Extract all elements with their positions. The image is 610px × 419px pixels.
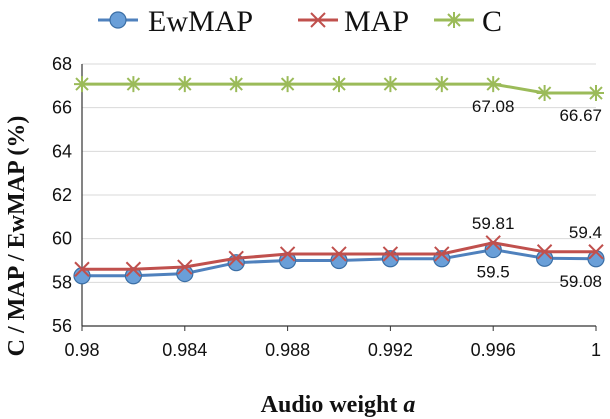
x-tick-label: 1	[591, 340, 601, 360]
x-tick-label: 0.988	[265, 340, 310, 360]
data-point-map	[536, 244, 553, 260]
data-point-c	[228, 76, 245, 93]
chart-titles: Audio weight a C / MAP / EwMAP (%)	[4, 116, 415, 418]
data-label: 59.81	[472, 214, 515, 233]
x-tick-label: 0.984	[162, 340, 207, 360]
x-axis-title-text: Audio weight	[261, 392, 398, 418]
y-tick-label: 58	[52, 272, 72, 292]
y-tick-label: 62	[52, 185, 72, 205]
data-point-map	[279, 246, 296, 262]
x-axis-title-variable: a	[403, 392, 415, 418]
data-label: 67.08	[472, 97, 515, 116]
data-label: 59.5	[477, 263, 510, 282]
chart-grid	[82, 63, 596, 327]
y-tick-label: 66	[52, 98, 72, 118]
legend-label: C	[482, 5, 502, 38]
chart-legend: EwMAP MAP C	[98, 5, 502, 38]
x-axis-title: Audio weight a	[261, 392, 416, 418]
data-point-map	[74, 261, 90, 277]
data-point-c	[382, 76, 399, 93]
legend-label: MAP	[344, 5, 409, 38]
x-tick-label: 0.992	[368, 340, 413, 360]
data-point-map	[331, 246, 347, 262]
data-point-c	[176, 76, 193, 93]
legend-item-c: C	[434, 5, 502, 38]
legend-item-map: MAP	[298, 5, 409, 38]
x-tick-label: 0.98	[64, 340, 99, 360]
y-axis-title: C / MAP / EwMAP (%)	[4, 116, 30, 357]
y-tick-label: 68	[52, 54, 72, 74]
x-tick-label: 0.996	[471, 340, 516, 360]
y-tick-label: 64	[52, 141, 72, 161]
y-tick-label: 60	[52, 229, 72, 249]
data-point-map	[434, 246, 450, 262]
data-point-c	[485, 76, 502, 93]
data-point-map	[177, 259, 193, 275]
data-label: 59.08	[559, 272, 602, 291]
data-point-c	[433, 76, 450, 93]
data-point-c	[331, 76, 347, 93]
y-tick-label: 56	[52, 316, 72, 336]
data-point-c	[536, 85, 553, 102]
legend-marker	[446, 12, 462, 28]
data-point-map	[485, 235, 501, 251]
legend-label: EwMAP	[148, 5, 253, 38]
data-point-c	[588, 85, 604, 102]
legend-marker	[109, 11, 127, 29]
series-map	[74, 235, 604, 277]
data-point-c	[125, 76, 142, 93]
legend-marker	[310, 12, 326, 28]
chart-annotations: 67.08 66.67 59.81 59.4 59.5 59.08	[472, 97, 602, 291]
data-point-c	[74, 76, 90, 93]
data-point-map	[125, 261, 142, 277]
chart-axes: 56 58 60 62 64 66 68 0.98 0.984 0.988 0.992 0.996 1	[52, 54, 601, 360]
data-point-map	[382, 246, 399, 262]
chart-series	[73, 76, 605, 285]
data-label: 66.67	[559, 106, 602, 125]
data-point-map	[228, 250, 244, 267]
series-c	[74, 76, 604, 102]
legend-item-ewmap: EwMAP	[98, 5, 253, 38]
data-label: 59.4	[569, 223, 602, 242]
data-point-c	[279, 76, 296, 93]
data-point-map	[588, 244, 604, 260]
